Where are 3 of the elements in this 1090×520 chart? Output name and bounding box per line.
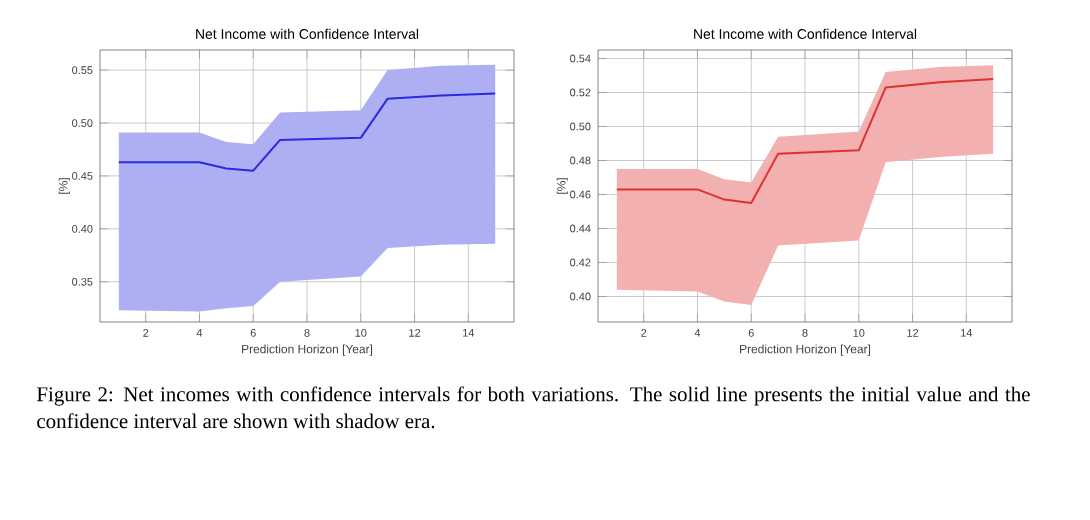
caption: Figure 2: Net incomes with confidence intervals for both variations. The solid line presents the initial value and the confidence interval are shown with shadow era.: [36, 386, 1030, 429]
line-series: [117, 92, 497, 172]
line-series: [615, 77, 995, 204]
